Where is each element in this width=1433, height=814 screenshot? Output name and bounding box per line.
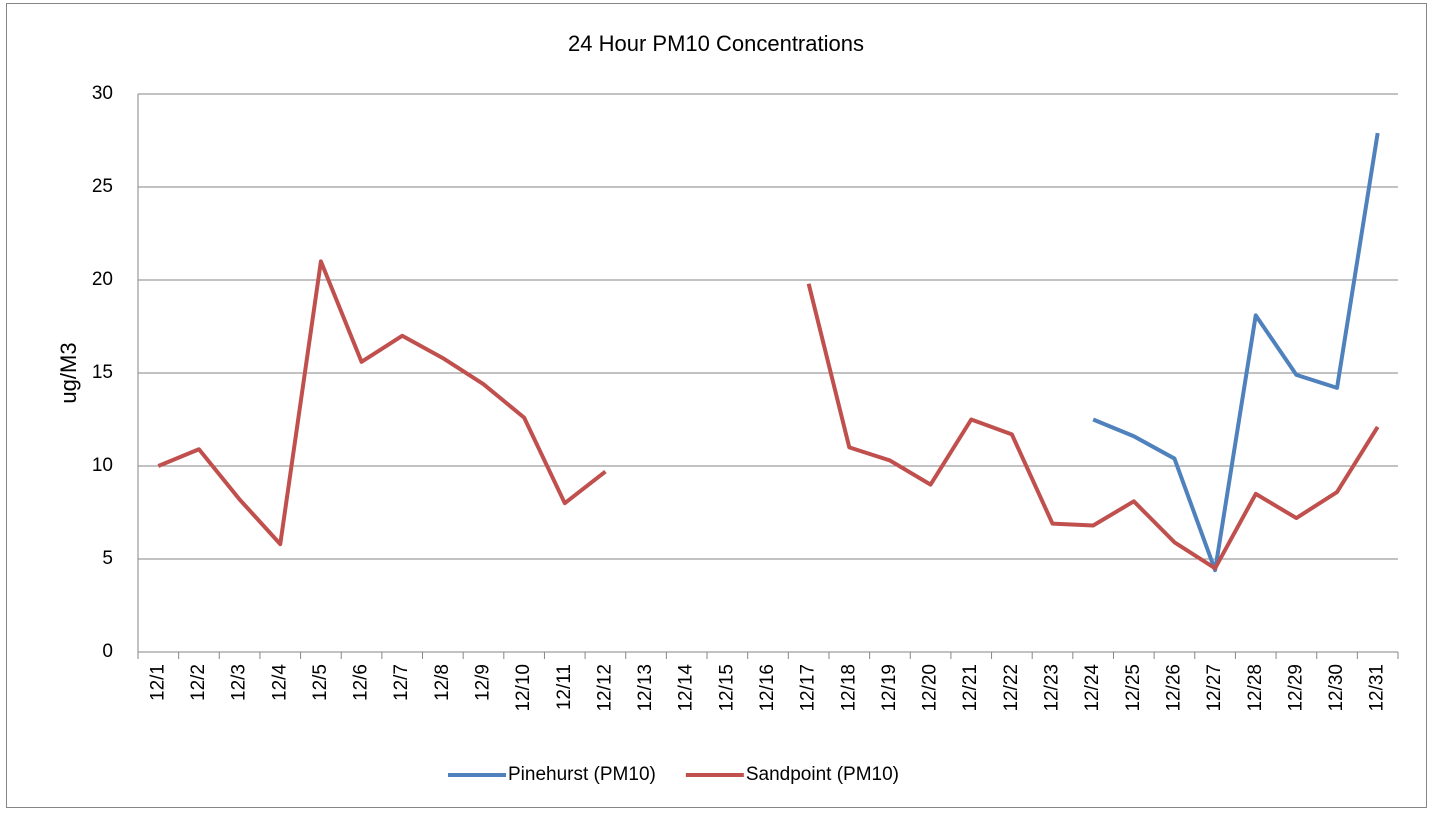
x-tick-label: 12/3 [229, 664, 250, 701]
x-tick-label: 12/11 [554, 664, 575, 710]
x-tick-label: 12/19 [879, 664, 900, 712]
x-tick-label: 12/6 [351, 664, 372, 701]
y-tick-label: 15 [92, 362, 113, 383]
y-tick-label: 5 [102, 548, 113, 569]
legend-label: Pinehurst (PM10) [508, 764, 656, 785]
y-tick-label: 25 [92, 176, 113, 197]
x-tick-label: 12/5 [310, 664, 331, 701]
x-tick-label: 12/18 [838, 664, 859, 712]
x-tick-label: 12/9 [472, 664, 493, 701]
x-tick-label: 12/14 [676, 664, 697, 712]
x-tick-label: 12/24 [1082, 664, 1103, 712]
x-tick-label: 12/30 [1326, 664, 1347, 712]
x-tick-label: 12/1 [147, 664, 168, 701]
x-tick-label: 12/8 [432, 664, 453, 701]
chart-title: 24 Hour PM10 Concentrations [568, 31, 864, 56]
y-tick-label: 0 [102, 641, 113, 662]
series-line [1092, 132, 1380, 573]
series-line [157, 259, 1380, 571]
x-tick-label: 12/16 [757, 664, 778, 712]
x-tick-label: 12/28 [1245, 664, 1266, 712]
x-tick-label: 12/25 [1123, 664, 1144, 712]
y-tick-label: 10 [92, 455, 113, 476]
x-tick-label: 12/22 [1001, 664, 1022, 712]
x-tick-label: 12/26 [1163, 664, 1184, 712]
x-tick-label: 12/17 [798, 664, 819, 712]
x-tick-label: 12/23 [1042, 664, 1063, 712]
x-tick-label: 12/15 [716, 664, 737, 712]
x-tick-label: 12/7 [391, 664, 412, 701]
chart-border [6, 3, 1427, 808]
x-tick-label: 12/27 [1204, 664, 1225, 712]
x-tick-label: 12/29 [1285, 664, 1306, 712]
x-tick-label: 12/4 [269, 664, 290, 701]
x-tick-label: 12/10 [513, 664, 534, 712]
y-tick-label: 30 [92, 83, 113, 104]
x-tick-label: 12/20 [920, 664, 941, 712]
y-tick-label: 20 [92, 269, 113, 290]
y-axis-label: ug/M3 [56, 342, 81, 403]
x-tick-label: 12/13 [635, 664, 656, 712]
x-tick-label: 12/2 [188, 664, 209, 701]
x-tick-label: 12/21 [960, 664, 981, 712]
legend-label: Sandpoint (PM10) [746, 764, 899, 785]
x-tick-label: 12/31 [1367, 664, 1388, 712]
x-tick-label: 12/12 [594, 664, 615, 712]
